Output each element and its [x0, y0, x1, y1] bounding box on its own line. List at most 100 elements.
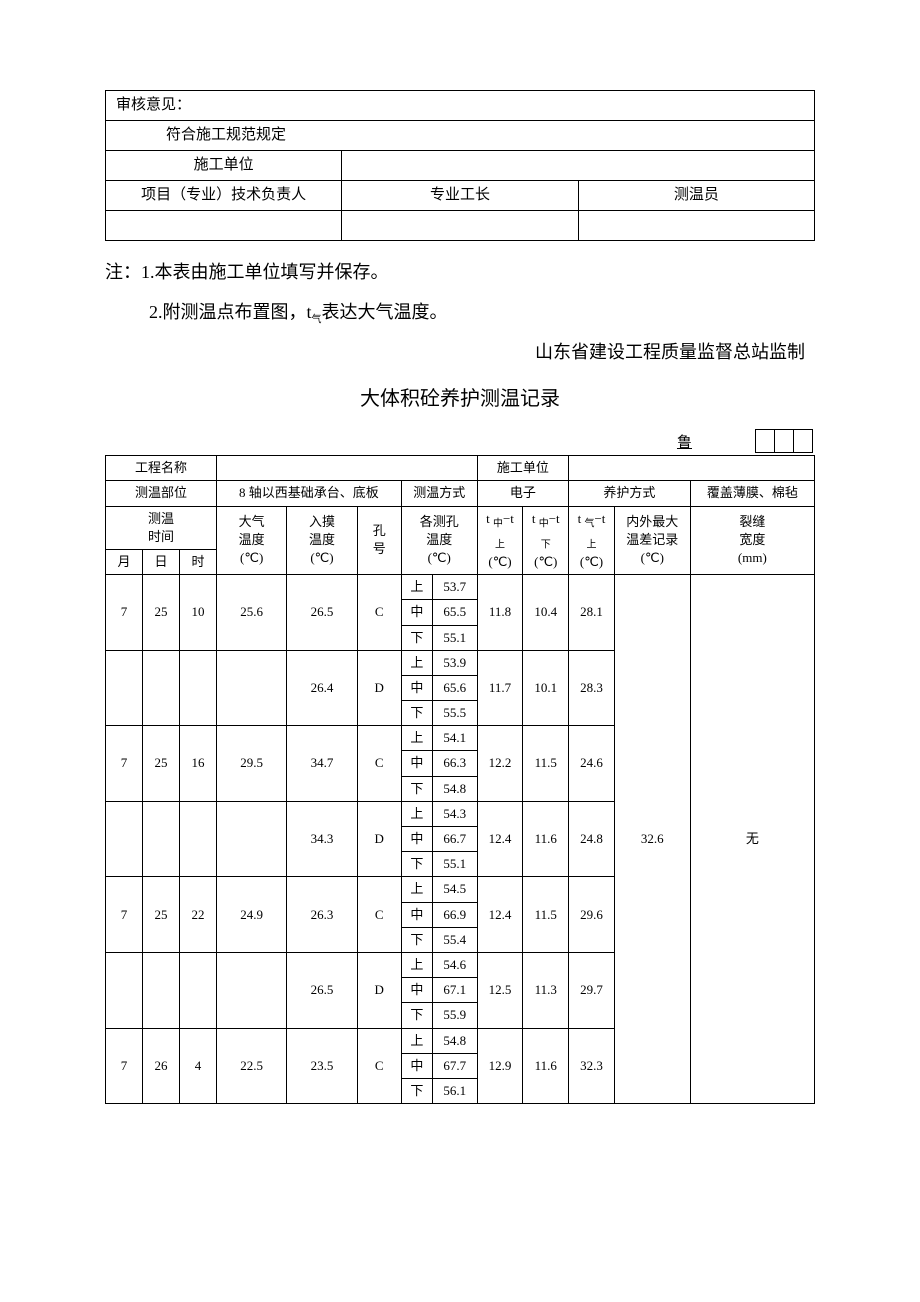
cell-d2: 11.3: [523, 952, 569, 1028]
cell-temp-mid: 67.7: [432, 1053, 477, 1078]
cell-hole: C: [357, 877, 401, 953]
cell-temp-down: 55.4: [432, 927, 477, 952]
lu-box: [755, 429, 775, 453]
position-value: 8 轴以西基础承台、底板: [217, 481, 402, 506]
review-label: 审核意见：: [106, 91, 815, 121]
cell-hole: D: [357, 952, 401, 1028]
cell-d3: 29.7: [569, 952, 615, 1028]
cell-hour: 16: [180, 726, 217, 802]
cell-temp-up: 54.1: [432, 726, 477, 751]
cell-hour: 10: [180, 575, 217, 651]
cell-pos: 上: [401, 1028, 432, 1053]
cell-month: 7: [106, 877, 143, 953]
cell-day: [143, 801, 180, 877]
cell-month: [106, 952, 143, 1028]
cell-d1: 12.2: [477, 726, 523, 802]
cell-air: 22.5: [217, 1028, 287, 1104]
construction-unit-value2: [569, 456, 815, 481]
cell-pos: 下: [401, 776, 432, 801]
temperature-record-table: 工程名称 施工单位 测温部位 8 轴以西基础承台、底板 测温方式 电子 养护方式…: [105, 455, 815, 1104]
cell-air: [217, 952, 287, 1028]
cell-air: 29.5: [217, 726, 287, 802]
cell-temp-mid: 65.6: [432, 675, 477, 700]
hdr-month: 月: [106, 549, 143, 574]
position-label: 测温部位: [106, 481, 217, 506]
cell-temp-up: 53.7: [432, 575, 477, 600]
cell-pos: 中: [401, 751, 432, 776]
cell-place: 34.7: [287, 726, 357, 802]
cell-pos: 下: [401, 927, 432, 952]
cell-temp-mid: 65.5: [432, 600, 477, 625]
cell-air: [217, 801, 287, 877]
cell-day: 25: [143, 575, 180, 651]
lu-row: 鲁: [105, 429, 815, 453]
cell-day: [143, 952, 180, 1028]
note-line-1: 注：1.本表由施工单位填写并保存。: [105, 253, 815, 293]
cell-month: [106, 801, 143, 877]
construction-unit-label2: 施工单位: [477, 456, 569, 481]
review-table: 审核意见： 符合施工规范规定 施工单位 项目（专业）技术负责人 专业工长 测温员: [105, 90, 815, 241]
cell-d2: 11.6: [523, 801, 569, 877]
cell-maxdiff: 32.6: [614, 575, 690, 1104]
foreman-label: 专业工长: [342, 181, 578, 211]
cell-d1: 11.8: [477, 575, 523, 651]
lu-box: [774, 429, 794, 453]
cell-place: 23.5: [287, 1028, 357, 1104]
method-value: 电子: [477, 481, 569, 506]
cell-pos: 上: [401, 575, 432, 600]
cell-d3: 29.6: [569, 877, 615, 953]
cell-hole: C: [357, 726, 401, 802]
cell-d2: 10.4: [523, 575, 569, 651]
cell-place: 26.5: [287, 952, 357, 1028]
cell-hour: [180, 952, 217, 1028]
cell-place: 26.4: [287, 650, 357, 726]
cell-d3: 24.6: [569, 726, 615, 802]
cell-temp-down: 55.1: [432, 625, 477, 650]
supervisor-note: 山东省建设工程质量监督总站监制: [105, 338, 815, 364]
cell-hour: [180, 650, 217, 726]
cell-month: 7: [106, 726, 143, 802]
hdr-hole-temp: 各测孔温度(℃): [401, 506, 477, 575]
cell-pos: 下: [401, 625, 432, 650]
cell-day: 25: [143, 877, 180, 953]
cell-temp-down: 55.5: [432, 701, 477, 726]
cell-hole: C: [357, 575, 401, 651]
cell-d2: 10.1: [523, 650, 569, 726]
construction-unit-label: 施工单位: [106, 151, 342, 181]
cell-d1: 12.4: [477, 801, 523, 877]
cell-pos: 中: [401, 827, 432, 852]
cell-air: 25.6: [217, 575, 287, 651]
hdr-time: 测温时间: [106, 506, 217, 549]
hdr-maxdiff: 内外最大温差记录(℃): [614, 506, 690, 575]
cell-temp-up: 54.6: [432, 952, 477, 977]
curing-label: 养护方式: [569, 481, 691, 506]
review-content: 符合施工规范规定: [106, 121, 815, 151]
cell-day: [143, 650, 180, 726]
cell-temp-down: 54.8: [432, 776, 477, 801]
cell-pos: 下: [401, 1078, 432, 1103]
cell-pos: 中: [401, 978, 432, 1003]
cell-crack: 无: [690, 575, 814, 1104]
cell-pos: 上: [401, 726, 432, 751]
recorder-label: 测温员: [578, 181, 814, 211]
lu-box: [793, 429, 813, 453]
cell-air: [217, 650, 287, 726]
cell-hole: D: [357, 801, 401, 877]
cell-day: 25: [143, 726, 180, 802]
hdr-hour: 时: [180, 549, 217, 574]
page-title: 大体积砼养护测温记录: [105, 382, 815, 411]
cell-d3: 24.8: [569, 801, 615, 877]
cell-d1: 11.7: [477, 650, 523, 726]
hdr-hole-no: 孔号: [357, 506, 401, 575]
hdr-place: 入摸温度(℃): [287, 506, 357, 575]
cell-temp-up: 54.5: [432, 877, 477, 902]
project-name-label: 工程名称: [106, 456, 217, 481]
cell-temp-up: 53.9: [432, 650, 477, 675]
note-line-2: 2.附测温点布置图，t气表达大气温度。: [105, 293, 815, 333]
cell-temp-mid: 66.3: [432, 751, 477, 776]
cell-temp-up: 54.8: [432, 1028, 477, 1053]
cell-temp-mid: 66.7: [432, 827, 477, 852]
cell-hour: 22: [180, 877, 217, 953]
hdr-crack: 裂缝宽度(mm): [690, 506, 814, 575]
construction-unit-value: [342, 151, 815, 181]
